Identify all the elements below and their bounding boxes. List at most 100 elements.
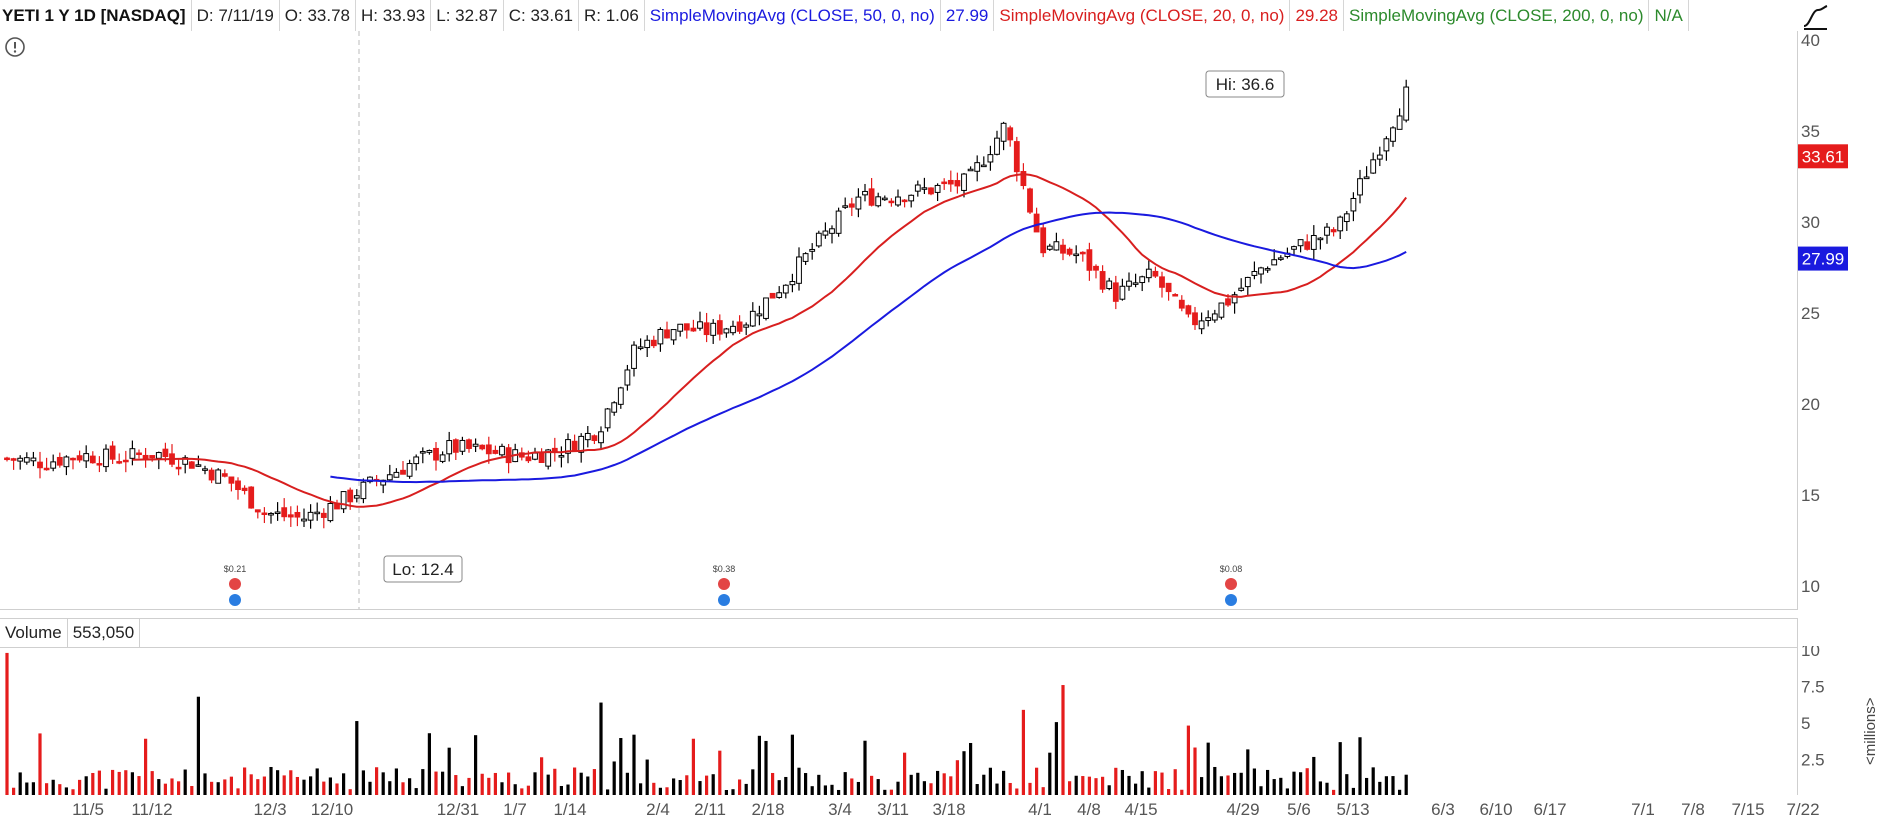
volume-bar: [526, 785, 530, 795]
sma50-badge-bg: [1798, 246, 1848, 271]
volume-bar: [1173, 769, 1177, 795]
candle-body: [842, 205, 849, 208]
candle-body: [743, 324, 750, 328]
candle: [314, 502, 321, 521]
volume-bar: [889, 789, 893, 795]
candle-body: [83, 453, 90, 462]
candle: [452, 438, 459, 461]
candle: [1304, 234, 1311, 251]
candle-body: [287, 514, 294, 518]
dividend-marker: $0.38: [713, 564, 736, 606]
candle: [776, 286, 783, 299]
candle: [287, 506, 294, 527]
candle: [683, 323, 690, 339]
volume-bar: [1101, 776, 1105, 795]
volume-bar: [97, 770, 101, 795]
candle-body: [796, 256, 802, 284]
candle-body: [1297, 239, 1304, 247]
volume-bar: [1345, 774, 1349, 795]
alert-circle-icon[interactable]: [4, 36, 26, 58]
volume-bar: [1186, 725, 1190, 795]
candle: [1079, 251, 1086, 262]
candle-body: [716, 320, 723, 335]
candle-body: [881, 197, 888, 201]
volume-bar: [771, 772, 775, 795]
volume-bar: [672, 778, 676, 795]
price-pane[interactable]: Hi: 36.6 Lo: 12.4 $0.21 $0.38 $0.08: [0, 31, 1798, 610]
candle: [142, 447, 149, 468]
sma200-study-label[interactable]: SimpleMovingAvg (CLOSE, 200, 0, no): [1344, 0, 1650, 31]
volume-bar: [163, 783, 167, 795]
candle-body: [683, 323, 690, 331]
candle-body: [1000, 122, 1007, 142]
candle: [1185, 304, 1192, 318]
volume-bar: [632, 734, 636, 795]
candle-body: [413, 456, 420, 465]
volume-bar: [599, 702, 603, 795]
candle-body: [1337, 216, 1344, 232]
volume-bar: [64, 787, 68, 795]
candle: [947, 170, 954, 192]
candle: [1376, 146, 1383, 167]
candle-body: [954, 180, 961, 187]
candle: [96, 456, 103, 473]
volume-bar: [751, 769, 755, 795]
chart-style-icon[interactable]: [1800, 2, 1830, 32]
candle: [809, 243, 816, 260]
candle-body: [1271, 259, 1278, 266]
dividend-amount: $0.38: [713, 564, 736, 574]
candle-body: [1310, 235, 1317, 250]
candle-body: [1079, 251, 1086, 255]
sma50-line: [330, 211, 1407, 484]
volume-bar: [1384, 776, 1388, 795]
candle: [1119, 278, 1126, 301]
candle-body: [1317, 237, 1324, 241]
date-tick-label: 6/10: [1479, 800, 1512, 819]
candle-body: [545, 449, 552, 467]
candle: [578, 433, 585, 463]
candle-body: [1192, 312, 1198, 326]
volume-bar: [474, 735, 478, 795]
volume-bar: [276, 770, 280, 795]
volume-bar: [269, 766, 273, 795]
volume-bar: [441, 771, 445, 795]
candle-body: [769, 292, 776, 299]
candle: [670, 329, 677, 345]
sma20-study-label[interactable]: SimpleMovingAvg (CLOSE, 20, 0, no): [994, 0, 1291, 31]
candle-body: [89, 455, 96, 464]
low-callout-text: Lo: 12.4: [392, 560, 453, 579]
volume-bar: [797, 767, 801, 795]
volume-bar: [1213, 766, 1217, 795]
candle-body: [122, 459, 129, 463]
volume-bar: [177, 781, 181, 795]
volume-pane[interactable]: [0, 646, 1798, 795]
price-tick-label: 15: [1801, 486, 1820, 505]
candle-body: [406, 463, 413, 477]
price-chart[interactable]: Hi: 36.6 Lo: 12.4 $0.21 $0.38 $0.08: [0, 31, 1797, 609]
candle-body: [914, 184, 921, 192]
volume-chart[interactable]: [0, 646, 1797, 795]
candle-body: [941, 181, 948, 185]
candle: [868, 178, 875, 207]
candle: [994, 130, 1000, 156]
volume-tick-label: 2.5: [1801, 751, 1825, 770]
candle: [1073, 245, 1080, 264]
symbol-label[interactable]: YETI 1 Y 1D [NASDAQ]: [0, 0, 192, 31]
volume-bar: [1087, 776, 1091, 795]
volume-bar: [104, 788, 108, 795]
candle: [241, 485, 248, 495]
date-axis: 11/5 11/12 12/3 12/10 12/31 1/7 1/14 2/4 2/11 2/1…: [72, 800, 1819, 819]
candle: [901, 199, 908, 208]
volume-bar: [830, 784, 834, 795]
candle-body: [1330, 229, 1337, 233]
candle-body: [980, 164, 987, 168]
candle: [1343, 211, 1350, 231]
candle-body: [1040, 227, 1047, 254]
candle-body: [307, 511, 314, 521]
candle: [1007, 125, 1014, 147]
sma50-study-label[interactable]: SimpleMovingAvg (CLOSE, 50, 0, no): [645, 0, 941, 31]
sma50-study-value: 27.99: [941, 0, 995, 31]
candle: [1324, 223, 1330, 244]
volume-bar: [348, 789, 352, 795]
candle-body: [776, 292, 783, 298]
